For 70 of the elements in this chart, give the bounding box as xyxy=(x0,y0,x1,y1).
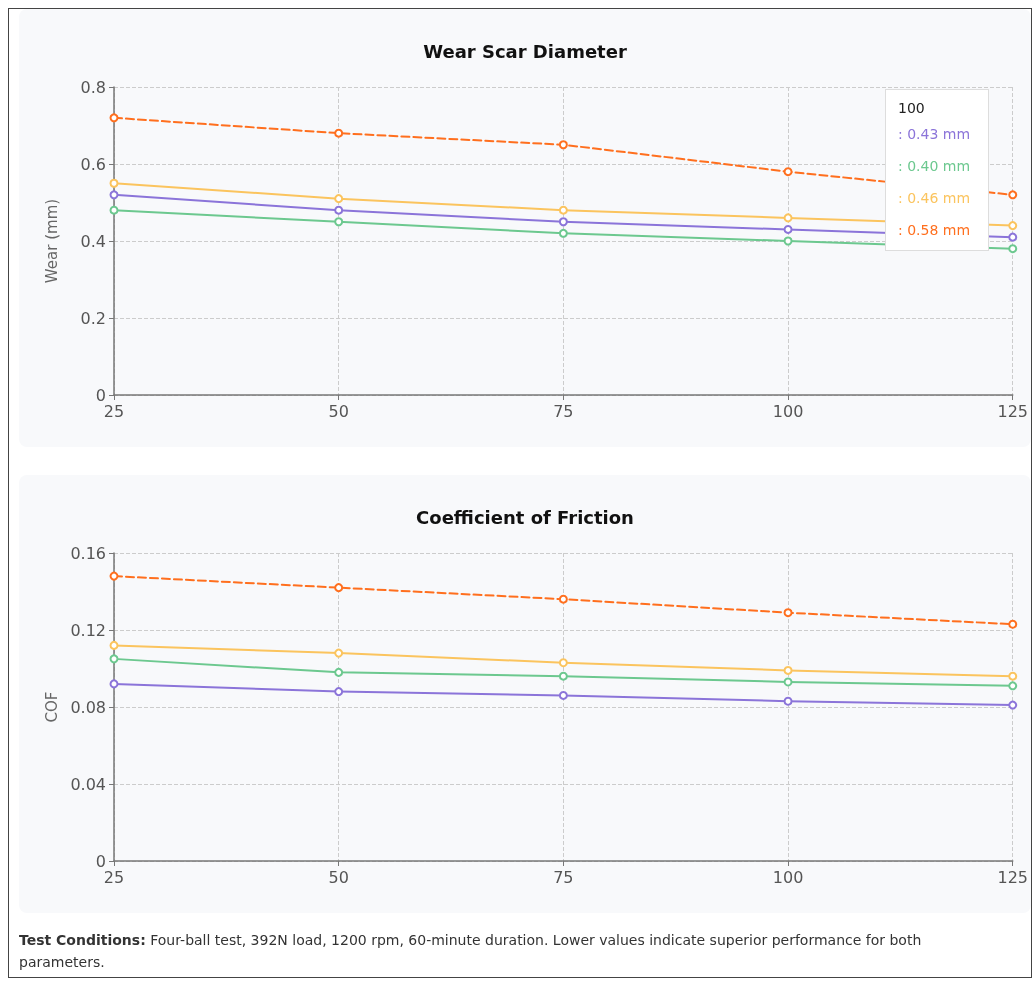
text: Test Conditions: Four-ball test, 392N load, 1200 rpm, 60-minute duration. Lower values indicate superior performance for both parameters. xyxy=(19,932,922,970)
point xyxy=(558,228,568,238)
annotation: : 0.40 mm xyxy=(898,158,972,174)
point xyxy=(334,217,344,227)
point xyxy=(1008,232,1018,242)
annotation: : 0.58 mm xyxy=(898,222,972,238)
point xyxy=(1008,671,1018,681)
point xyxy=(1008,700,1018,710)
point xyxy=(109,178,119,188)
y-tick-label: 0 xyxy=(95,385,106,405)
y-tick-label: 0.4 xyxy=(80,231,106,251)
point xyxy=(558,205,568,215)
point xyxy=(783,236,793,246)
x-tick-label: 25 xyxy=(103,867,125,887)
x-tick-label: 50 xyxy=(328,867,349,887)
point xyxy=(109,640,119,650)
point xyxy=(109,205,119,215)
point xyxy=(783,665,793,675)
chart-title: Coefficient of Friction xyxy=(416,506,634,528)
point xyxy=(783,224,793,234)
point xyxy=(109,571,119,581)
y-tick-label: 0.04 xyxy=(70,774,106,794)
point xyxy=(334,194,344,204)
x-tick-label: 75 xyxy=(553,401,574,421)
point xyxy=(334,667,344,677)
point xyxy=(783,677,793,687)
point xyxy=(109,654,119,664)
x-tick-label: 100 xyxy=(772,401,804,421)
x-tick-label: 100 xyxy=(772,867,804,887)
point xyxy=(558,671,568,681)
y-axis-title: Wear (mm) xyxy=(42,198,61,284)
point xyxy=(1008,244,1018,254)
point xyxy=(1008,619,1018,629)
x-tick-label: 25 xyxy=(103,401,125,421)
point xyxy=(558,658,568,668)
point xyxy=(334,687,344,697)
point xyxy=(558,594,568,604)
point xyxy=(783,167,793,177)
point xyxy=(783,608,793,618)
x-tick-label: 75 xyxy=(553,867,574,887)
y-tick-label: 0.8 xyxy=(80,77,106,97)
point xyxy=(558,690,568,700)
point xyxy=(558,217,568,227)
annotation: 100 xyxy=(898,100,926,116)
annotation: : 0.46 mm xyxy=(898,190,972,206)
point xyxy=(109,679,119,689)
point xyxy=(558,140,568,150)
y-axis-title: COF xyxy=(42,691,61,723)
point xyxy=(1008,190,1018,200)
point xyxy=(334,128,344,138)
point xyxy=(109,113,119,123)
annotation: : 0.43 mm xyxy=(898,126,972,142)
point xyxy=(334,583,344,593)
point xyxy=(1008,681,1018,691)
x-tick-label: 50 xyxy=(328,401,349,421)
point xyxy=(334,648,344,658)
point xyxy=(334,205,344,215)
chart-title: Wear Scar Diameter xyxy=(423,40,627,62)
point xyxy=(109,190,119,200)
point xyxy=(1008,221,1018,231)
y-tick-label: 0.12 xyxy=(70,620,106,640)
y-tick-label: 0.08 xyxy=(70,697,106,717)
y-tick-label: 0.6 xyxy=(80,154,106,174)
x-tick-label: 125 xyxy=(997,401,1028,421)
point xyxy=(783,213,793,223)
y-tick-label: 0.2 xyxy=(80,308,106,328)
x-tick-label: 125 xyxy=(997,867,1028,887)
y-tick-label: 0.16 xyxy=(70,543,106,563)
point xyxy=(783,696,793,706)
y-tick-label: 0 xyxy=(95,851,106,871)
